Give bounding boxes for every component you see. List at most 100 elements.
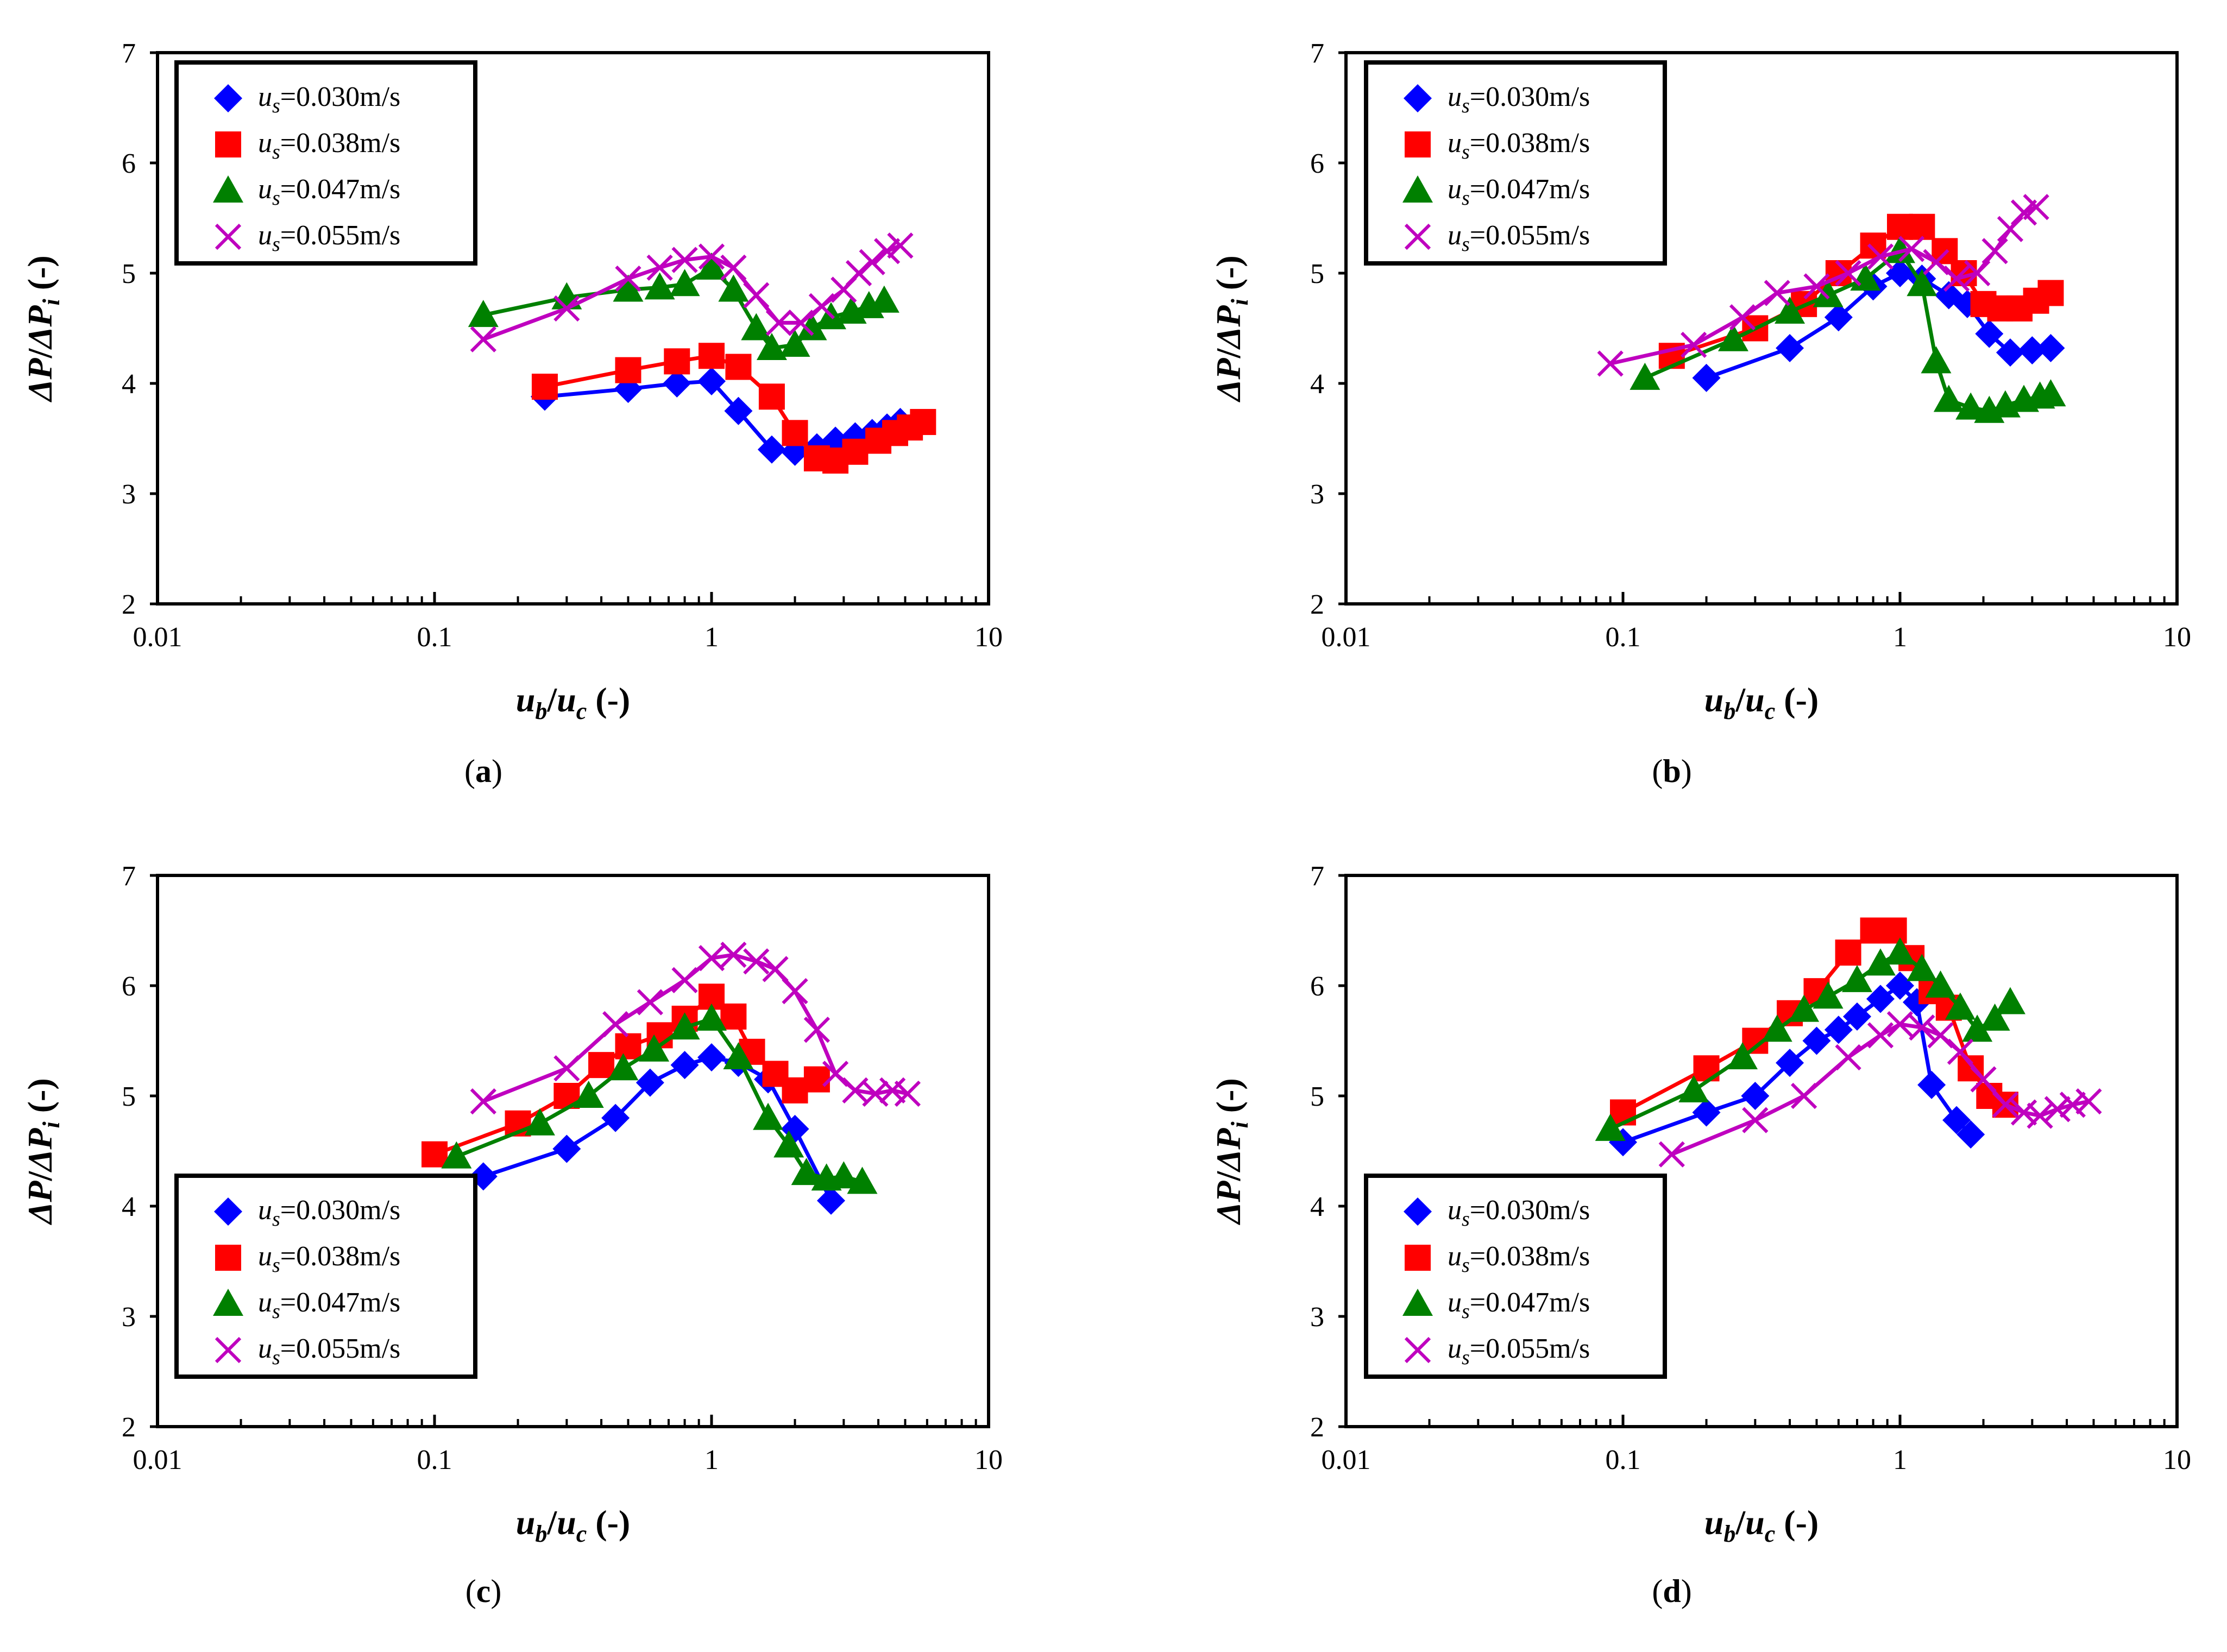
legend-var: u	[258, 1241, 272, 1272]
series-4	[470, 942, 921, 1115]
x-title-var: u	[557, 1503, 576, 1542]
cross-marker	[808, 293, 835, 320]
diamond-marker	[816, 1186, 845, 1215]
triangle-marker	[696, 252, 727, 280]
y-tick-label: 2	[1310, 1412, 1324, 1443]
legend-var: u	[1448, 220, 1462, 251]
cross-marker	[803, 1017, 831, 1043]
diamond-marker	[1692, 1098, 1721, 1127]
diamond-marker	[663, 369, 691, 398]
y-tick-label: 2	[122, 1412, 136, 1443]
square-marker	[910, 409, 936, 436]
x-tick-label: 1	[1893, 622, 1907, 653]
diamond-marker	[1843, 1002, 1871, 1031]
cross-marker	[1964, 260, 1991, 287]
y-title-var: ΔP	[1209, 1181, 1248, 1226]
triangle-marker	[718, 274, 749, 302]
cross-marker	[553, 1055, 580, 1082]
cross-marker	[1803, 273, 1830, 300]
y-axis-title: ΔP/ΔPi (-)	[1209, 1078, 1253, 1225]
legend-value: =0.055m/s	[1470, 1333, 1590, 1364]
triangle-marker	[1595, 1113, 1626, 1141]
legend-sub: s	[272, 187, 280, 210]
series-3	[1595, 937, 2025, 1141]
triangle-marker	[613, 274, 644, 302]
series-4	[1658, 1011, 2102, 1168]
cross-marker	[1729, 304, 1756, 331]
legend-value: =0.038m/s	[280, 1241, 400, 1272]
legend-entry: us=0.055m/s	[258, 1333, 400, 1369]
square-marker	[215, 1245, 241, 1271]
legend-value: =0.055m/s	[280, 1333, 400, 1364]
x-title-var: u	[516, 680, 536, 719]
diamond-marker	[724, 396, 753, 425]
diamond-marker	[1996, 338, 2024, 367]
legend-var: u	[258, 128, 272, 159]
cross-marker	[1923, 249, 1949, 275]
cross-marker	[2023, 194, 2049, 220]
triangle-marker	[1727, 1042, 1758, 1069]
legend-var: u	[258, 1287, 272, 1318]
cross-marker	[1742, 1107, 1769, 1133]
triangle-marker	[573, 1081, 604, 1108]
triangle-marker	[1813, 981, 1844, 1009]
x-tick-label: 0.01	[1322, 622, 1371, 653]
triangle-marker	[869, 285, 899, 313]
diamond-marker	[1404, 1197, 1432, 1226]
cross-marker	[1597, 350, 1624, 377]
legend-var: u	[258, 81, 272, 112]
diamond-marker	[2018, 336, 2047, 365]
cross-marker	[879, 1077, 906, 1104]
cross-marker	[1835, 1044, 1861, 1071]
x-title-slash: /	[1735, 1503, 1746, 1542]
triangle-marker	[213, 1289, 243, 1316]
y-title-sub: i	[38, 298, 65, 305]
triangle-marker	[1921, 346, 1952, 374]
cross-marker	[2075, 1088, 2102, 1115]
cross-marker	[1835, 260, 1861, 287]
legend-sub: s	[1462, 1300, 1470, 1323]
x-title-var: u	[557, 680, 576, 719]
legend: us=0.030m/sus=0.038m/sus=0.047m/sus=0.05…	[1364, 1174, 1667, 1379]
x-title-sub: c	[576, 698, 587, 724]
panel-label: (b)	[1652, 753, 1691, 789]
diamond-marker	[1957, 1120, 1985, 1149]
y-tick-label: 5	[122, 1081, 136, 1112]
panel-label: (c)	[465, 1573, 502, 1609]
x-title-sub: b	[535, 1521, 547, 1547]
triangle-marker	[1907, 269, 1937, 297]
series-4	[470, 232, 914, 352]
legend-entry: us=0.038m/s	[258, 1241, 400, 1277]
triangle-marker	[1955, 392, 1986, 420]
diamond-marker	[214, 1197, 242, 1226]
triangle-marker	[1945, 992, 1976, 1020]
legend-entry: us=0.055m/s	[258, 220, 400, 256]
legend-entry: us=0.047m/s	[1448, 1287, 1590, 1323]
legend-entry: us=0.055m/s	[1448, 1333, 1590, 1369]
legend-sub: s	[272, 1300, 280, 1323]
y-title-var: ΔP	[1209, 1128, 1248, 1173]
cross-marker	[1791, 1082, 1817, 1109]
triangle-marker	[1907, 954, 1937, 981]
y-tick-label: 6	[122, 148, 136, 179]
diamond-marker	[601, 1104, 630, 1132]
triangle-marker	[1962, 1014, 1993, 1042]
cross-marker	[720, 254, 747, 281]
diamond-marker	[1975, 319, 2004, 348]
cross-marker	[859, 249, 885, 275]
legend-sub: s	[1462, 1208, 1470, 1231]
y-tick-label: 4	[1310, 369, 1324, 400]
legend-value: =0.047m/s	[280, 1287, 400, 1318]
triangle-marker	[1813, 280, 1844, 307]
square-marker	[803, 1066, 830, 1093]
square-marker	[422, 1141, 448, 1168]
triangle-marker	[1402, 1289, 1433, 1316]
panel-label-letter: b	[1663, 753, 1681, 789]
cross-marker	[2044, 1096, 2071, 1123]
x-tick-label: 10	[974, 1445, 1003, 1476]
square-marker	[215, 131, 241, 157]
triangle-marker	[441, 1141, 472, 1169]
legend-sub: s	[1462, 187, 1470, 210]
